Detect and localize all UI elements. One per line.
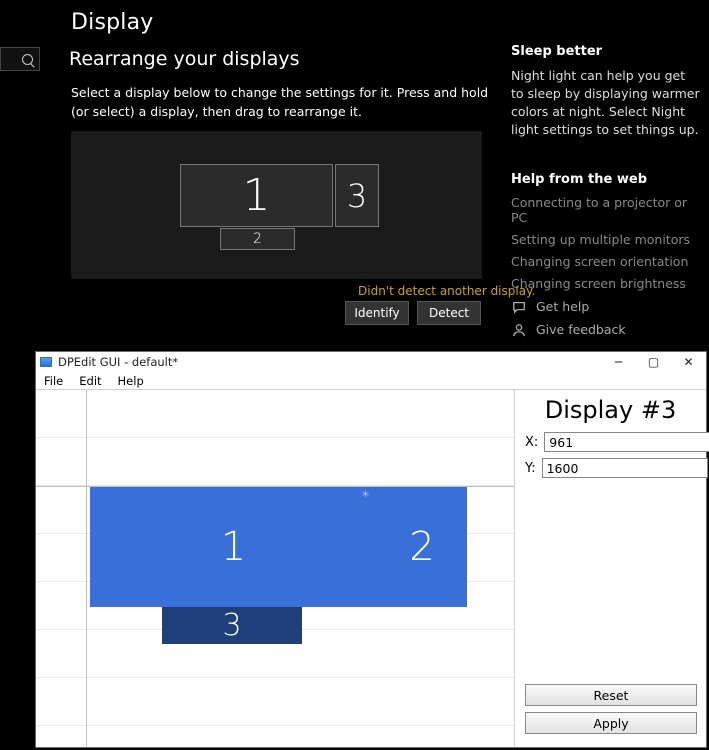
y-label: Y: [525,461,536,476]
right-column: Sleep better Night light can help you ge… [511,44,701,298]
canvas-display-label: 2 [409,524,434,570]
nav-search-box[interactable] [0,47,40,71]
display-box-2[interactable]: 2 [220,228,295,250]
canvas-display-label: 3 [222,608,241,643]
help-link[interactable]: Changing screen orientation [511,254,701,269]
layout-canvas[interactable]: 1 * 2 3 [36,390,514,747]
canvas-display-1[interactable]: 1 * [90,487,377,607]
canvas-display-label: 1 [221,524,246,570]
display-box-1[interactable]: 1 [180,164,333,227]
menu-edit[interactable]: Edit [71,372,109,389]
workarea: 1 * 2 3 Display #3 X: Y: Reset Apply [36,390,706,747]
properties-panel: Display #3 X: Y: Reset Apply [514,390,706,747]
menu-help[interactable]: Help [110,372,152,389]
section-heading: Rearrange your displays [69,48,300,70]
close-button[interactable]: ✕ [671,352,706,372]
give-feedback-link[interactable]: Give feedback [512,322,626,337]
sleep-better-text: Night light can help you get to sleep by… [511,67,701,140]
identify-button[interactable]: Identify [345,301,409,325]
detect-status: Didn't detect another display. [358,284,535,298]
window-title: DPEdit GUI - default* [58,355,601,369]
get-help-link[interactable]: Get help [512,299,589,314]
y-input[interactable] [542,458,708,478]
person-icon [512,323,526,337]
menu-file[interactable]: File [36,372,71,389]
sleep-better-heading: Sleep better [511,44,701,59]
apply-button[interactable]: Apply [525,712,697,734]
help-link[interactable]: Changing screen brightness [511,276,701,291]
x-input[interactable] [544,432,709,452]
get-help-label: Get help [536,299,589,314]
selected-display-heading: Display #3 [525,396,696,424]
canvas-display-2[interactable]: 2 [377,487,467,607]
search-icon [22,54,33,65]
feedback-label: Give feedback [536,322,626,337]
display-arrangement[interactable]: 1 3 2 [71,131,482,279]
help-link[interactable]: Setting up multiple monitors [511,232,701,247]
section-desc: Select a display below to change the set… [71,84,501,122]
web-help-heading: Help from the web [511,172,701,187]
grid-major-v [86,390,87,747]
help-link[interactable]: Connecting to a projector or PC [511,195,701,225]
minimize-button[interactable]: ─ [601,352,636,372]
app-icon [40,357,52,367]
dpedit-window: DPEdit GUI - default* ─ ▢ ✕ File Edit He… [35,351,707,748]
chat-icon [512,300,526,314]
page-title: Display [71,10,154,35]
arrangement-button-row: Identify Detect [345,301,481,325]
menubar: File Edit Help [36,372,706,390]
maximize-button[interactable]: ▢ [636,352,671,372]
detect-button[interactable]: Detect [417,301,481,325]
canvas-display-3[interactable]: 3 [162,607,302,644]
display-box-3[interactable]: 3 [335,164,379,227]
primary-star-icon: * [362,489,369,505]
reset-button[interactable]: Reset [525,684,697,706]
titlebar[interactable]: DPEdit GUI - default* ─ ▢ ✕ [36,352,706,372]
x-label: X: [525,435,538,450]
